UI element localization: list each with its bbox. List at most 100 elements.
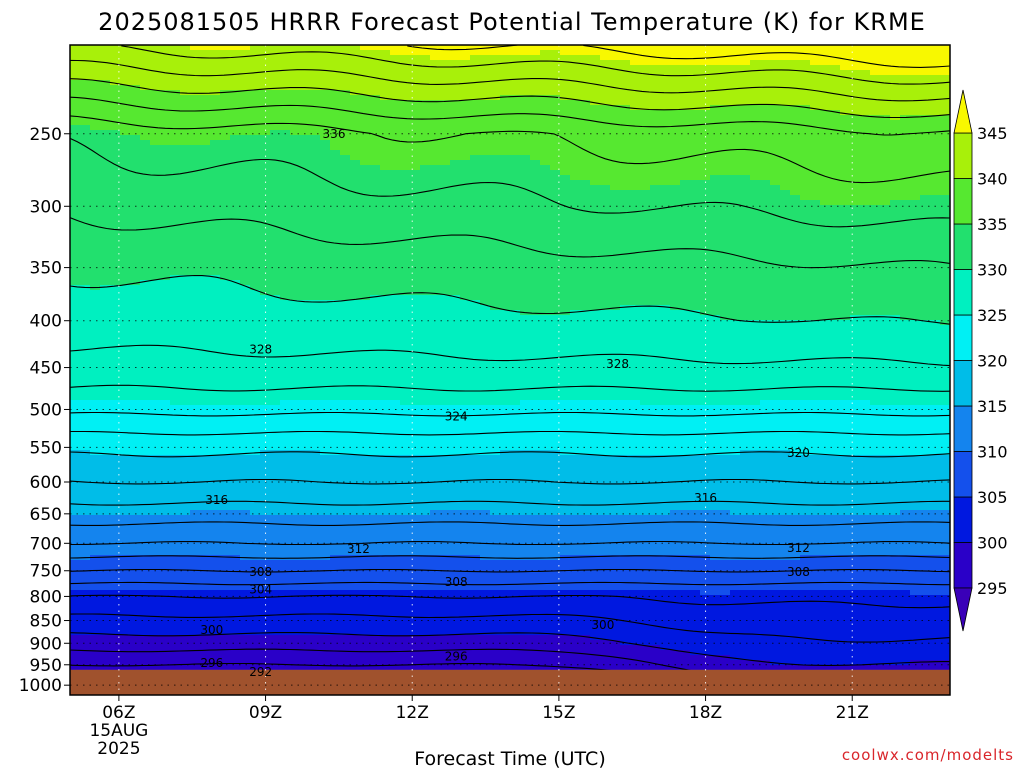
band-cell	[150, 160, 161, 166]
band-cell	[510, 175, 521, 181]
band-cell	[730, 180, 741, 186]
band-cell	[110, 135, 121, 141]
band-cell	[230, 215, 241, 221]
band-cell	[390, 220, 401, 226]
band-cell	[290, 235, 301, 241]
band-cell	[280, 190, 291, 196]
band-cell	[180, 265, 191, 271]
band-cell	[940, 270, 950, 276]
band-cell	[690, 140, 701, 146]
band-cell	[640, 95, 651, 101]
band-cell	[580, 60, 591, 66]
band-cell	[640, 245, 651, 251]
band-cell	[370, 215, 381, 221]
band-cell	[380, 155, 391, 161]
band-cell	[380, 270, 391, 276]
band-cell	[700, 155, 711, 161]
band-cell	[260, 125, 271, 131]
band-cell	[630, 80, 641, 86]
band-cell	[440, 260, 451, 266]
band-cell	[650, 255, 661, 261]
band-cell	[690, 290, 701, 296]
band-cell	[80, 200, 91, 206]
band-cell	[770, 100, 781, 106]
band-cell	[790, 205, 801, 211]
band-cell	[380, 115, 391, 121]
band-cell	[260, 260, 271, 266]
band-cell	[770, 285, 781, 291]
band-cell	[280, 255, 291, 261]
band-cell	[800, 270, 811, 276]
band-cell	[610, 190, 621, 196]
band-cell	[940, 85, 950, 91]
band-cell	[170, 110, 181, 116]
band-cell	[730, 195, 741, 201]
band-cell	[650, 245, 661, 251]
band-cell	[390, 315, 401, 321]
band-cell	[630, 65, 641, 71]
band-cell	[730, 120, 741, 126]
band-cell	[650, 175, 661, 181]
band-cell	[940, 245, 950, 251]
band-cell	[840, 200, 851, 206]
band-cell	[590, 160, 601, 166]
band-cell	[470, 245, 481, 251]
band-cell	[350, 200, 361, 206]
band-cell	[880, 130, 891, 136]
band-cell	[530, 70, 541, 76]
band-cell	[290, 55, 301, 61]
band-cell	[730, 315, 741, 321]
band-cell	[310, 110, 321, 116]
band-cell	[590, 65, 601, 71]
band-cell	[460, 100, 471, 106]
band-cell	[530, 50, 541, 56]
band-cell	[310, 180, 321, 186]
band-cell	[730, 100, 741, 106]
band-cell	[810, 165, 821, 171]
band-cell	[930, 195, 941, 201]
band-cell	[160, 230, 171, 236]
band-cell	[200, 185, 211, 191]
band-cell	[570, 155, 581, 161]
band-cell	[500, 300, 511, 306]
band-cell	[750, 75, 761, 81]
band-cell	[140, 185, 151, 191]
band-cell	[940, 45, 950, 51]
band-cell	[680, 150, 691, 156]
band-cell	[550, 315, 561, 321]
band-cell	[920, 235, 931, 241]
band-cell	[860, 245, 871, 251]
band-cell	[510, 135, 521, 141]
band-cell	[670, 60, 681, 66]
band-cell	[470, 265, 481, 271]
band-cell	[870, 225, 881, 231]
band-cell	[160, 265, 171, 271]
band-cell	[150, 155, 161, 161]
band-cell	[200, 310, 211, 316]
band-cell	[90, 215, 101, 221]
band-cell	[480, 105, 491, 111]
band-cell	[320, 120, 331, 126]
band-cell	[600, 245, 611, 251]
band-cell	[400, 150, 411, 156]
band-cell	[460, 50, 471, 56]
band-cell	[350, 50, 361, 56]
band-cell	[870, 285, 881, 291]
band-cell	[210, 225, 221, 231]
band-cell	[70, 220, 81, 226]
band-cell	[140, 65, 151, 71]
band-cell	[340, 85, 351, 91]
band-cell	[640, 305, 651, 311]
band-cell	[840, 295, 851, 301]
band-cell	[900, 80, 911, 86]
band-cell	[410, 240, 421, 246]
band-cell	[300, 170, 311, 176]
band-cell	[190, 80, 201, 86]
band-cell	[250, 50, 261, 56]
band-cell	[290, 210, 301, 216]
band-cell	[610, 255, 621, 261]
band-cell	[500, 315, 511, 321]
band-cell	[250, 215, 261, 221]
band-cell	[900, 75, 911, 81]
band-cell	[70, 190, 81, 196]
